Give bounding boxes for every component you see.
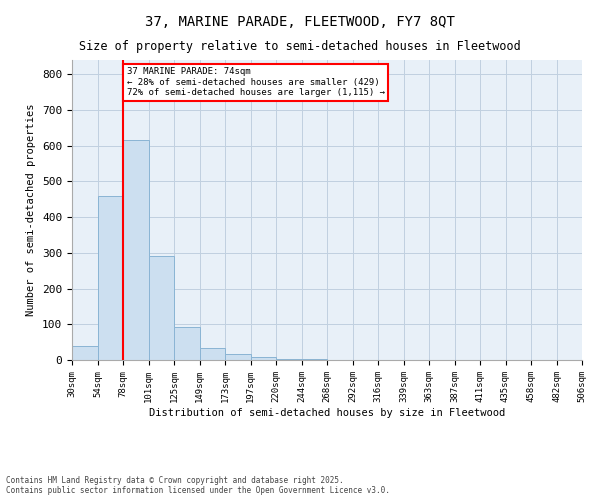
Bar [199, 348, 225, 360]
Text: 37 MARINE PARADE: 74sqm
← 28% of semi-detached houses are smaller (429)
72% of s: 37 MARINE PARADE: 74sqm ← 28% of semi-de… [127, 67, 385, 97]
Y-axis label: Number of semi-detached properties: Number of semi-detached properties [26, 104, 37, 316]
Text: Contains HM Land Registry data © Crown copyright and database right 2025.
Contai: Contains HM Land Registry data © Crown c… [6, 476, 390, 495]
Bar [225, 354, 251, 360]
Bar [72, 346, 97, 360]
Bar [174, 327, 199, 360]
Text: Size of property relative to semi-detached houses in Fleetwood: Size of property relative to semi-detach… [79, 40, 521, 53]
Bar [97, 196, 123, 360]
Text: 37, MARINE PARADE, FLEETWOOD, FY7 8QT: 37, MARINE PARADE, FLEETWOOD, FY7 8QT [145, 15, 455, 29]
Bar [276, 358, 302, 360]
Bar [251, 357, 276, 360]
X-axis label: Distribution of semi-detached houses by size in Fleetwood: Distribution of semi-detached houses by … [149, 408, 505, 418]
Bar [149, 256, 174, 360]
Bar [123, 140, 149, 360]
